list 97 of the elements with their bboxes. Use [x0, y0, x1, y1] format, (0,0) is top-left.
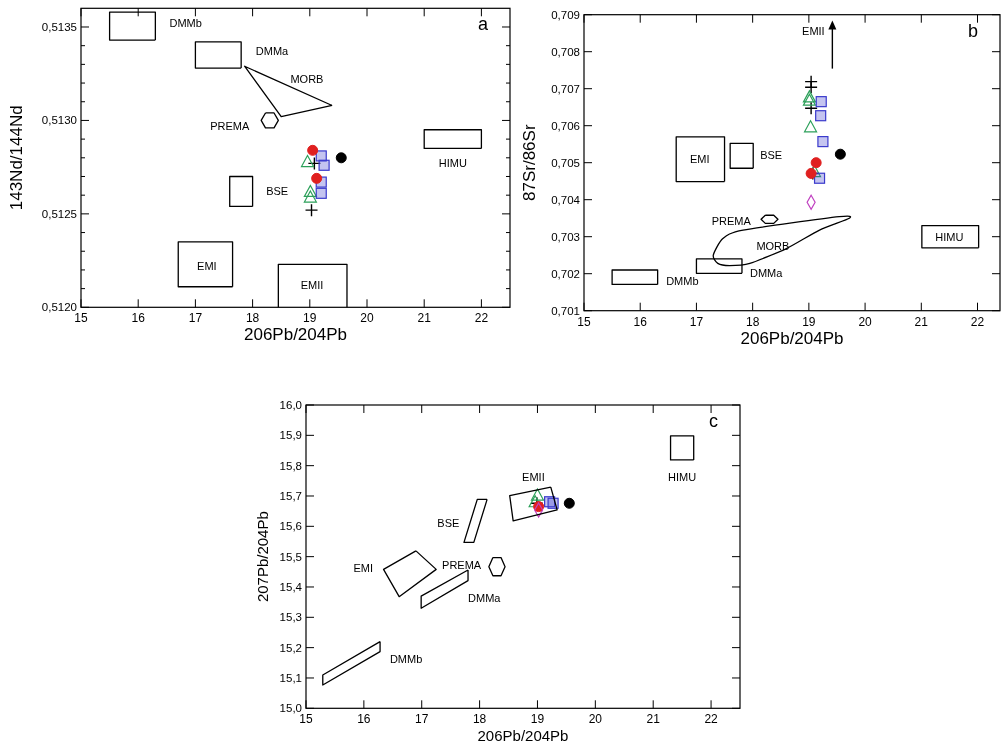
x-tick-label: 19: [303, 311, 317, 326]
y-tick-label: 15,1: [279, 671, 302, 684]
y-tick-label: 0,703: [551, 230, 580, 243]
y-tick-label: 16,0: [279, 399, 302, 411]
annotation: PREMA: [711, 215, 752, 228]
annotation: PREMA: [442, 558, 482, 571]
x-tick-label: 16: [633, 314, 648, 329]
x-tick-label: 21: [914, 314, 929, 329]
y-tick-label: 15,3: [279, 611, 302, 624]
annotation: DMMb: [666, 275, 699, 288]
y-tick-label: 0,5130: [41, 114, 77, 127]
annotation: DMMb: [169, 17, 202, 30]
y-tick-label: 0,706: [551, 119, 580, 132]
y-tick-label: 0,705: [551, 156, 580, 169]
annotation: EMII: [300, 278, 324, 291]
x-tick-label: 18: [745, 314, 760, 329]
x-tick-label: 15: [299, 712, 313, 727]
y-tick-label: 0,701: [551, 304, 580, 317]
x-tick-label: 22: [970, 314, 985, 329]
annotation: EMI: [690, 153, 710, 166]
point: [311, 172, 323, 184]
annotation: EMI: [353, 562, 374, 575]
y-tick-label: 15,2: [279, 641, 302, 654]
x-tick-label: 17: [689, 314, 704, 329]
x-tick-label: 22: [474, 311, 489, 326]
y-tick-label: 0,5125: [41, 207, 77, 220]
y-tick-label: 0,5120: [41, 301, 77, 314]
point: [303, 184, 317, 198]
annotation: DMMa: [255, 45, 290, 58]
annotation: PREMA: [210, 120, 250, 133]
point: [815, 110, 827, 122]
x-tick-label: 21: [417, 311, 432, 326]
y-tick-label: 0,709: [551, 8, 580, 21]
y-tick-label: 0,708: [551, 45, 580, 58]
x-axis-title: 206Pb/204Pb: [477, 727, 569, 745]
annotation: HIMU: [668, 470, 697, 483]
point: [834, 148, 846, 160]
annotation: EMII: [802, 24, 825, 37]
x-tick-label: 15: [74, 311, 88, 326]
x-tick-label: 15: [577, 314, 591, 329]
y-tick-label: 15,0: [279, 702, 302, 715]
annotation: HIMU: [935, 230, 964, 243]
x-axis-title: 206Pb/204Pb: [243, 325, 348, 345]
x-tick-label: 16: [131, 311, 146, 326]
y-tick-label: 15,5: [279, 550, 302, 563]
point: [815, 96, 827, 108]
point: [307, 144, 319, 156]
point: [803, 120, 818, 133]
annotation: HIMU: [438, 157, 467, 170]
point: [315, 187, 327, 199]
annotation: DMMb: [389, 653, 423, 666]
x-tick-label: 20: [858, 314, 873, 329]
point: [305, 204, 318, 217]
y-axis-title: 143Nd/144Nd: [7, 105, 26, 211]
y-tick-label: 15,7: [279, 489, 302, 502]
annotation: EMI: [197, 260, 217, 273]
point: [318, 159, 330, 171]
annotation: BSE: [437, 516, 460, 529]
y-tick-label: 15,8: [279, 459, 302, 472]
x-tick-label: 21: [646, 712, 661, 727]
y-axis-title: 87Sr/86Sr: [520, 124, 539, 201]
x-tick-label: 20: [360, 311, 374, 326]
annotation: BSE: [266, 185, 289, 198]
y-tick-label: 15,6: [279, 520, 302, 533]
y-axis-title: 207Pb/204Pb: [254, 511, 271, 603]
point: [805, 81, 818, 94]
y-tick-label: 15,4: [279, 580, 303, 593]
x-tick-label: 18: [245, 311, 260, 326]
y-tick-label: 0,702: [551, 267, 580, 280]
x-tick-label: 17: [188, 311, 203, 326]
y-tick-label: 0,5135: [41, 20, 77, 33]
point: [335, 152, 347, 164]
point: [303, 190, 317, 203]
x-tick-label: 18: [472, 712, 487, 727]
x-tick-label: 20: [588, 712, 603, 727]
y-tick-label: 0,707: [551, 82, 580, 95]
x-axis-title: 206Pb/204Pb: [740, 328, 844, 348]
point: [810, 157, 822, 169]
y-tick-label: 0,704: [551, 193, 581, 206]
x-tick-label: 17: [415, 712, 429, 727]
annotation: a: [477, 14, 489, 35]
annotation: DMMa: [468, 592, 502, 605]
annotation: DMMa: [749, 267, 784, 280]
annotation: BSE: [760, 148, 783, 161]
annotation: EMII: [522, 470, 545, 483]
x-tick-label: 19: [802, 314, 816, 329]
x-tick-label: 16: [357, 712, 371, 727]
x-tick-label: 22: [704, 712, 719, 727]
point: [817, 136, 829, 148]
annotation: c: [709, 411, 718, 431]
annotation: b: [967, 20, 978, 41]
y-tick-label: 15,9: [279, 429, 302, 442]
x-tick-label: 19: [530, 712, 545, 727]
annotation: MORB: [756, 239, 790, 252]
point: [805, 102, 818, 115]
annotation: MORB: [290, 73, 324, 86]
point: [300, 154, 315, 168]
